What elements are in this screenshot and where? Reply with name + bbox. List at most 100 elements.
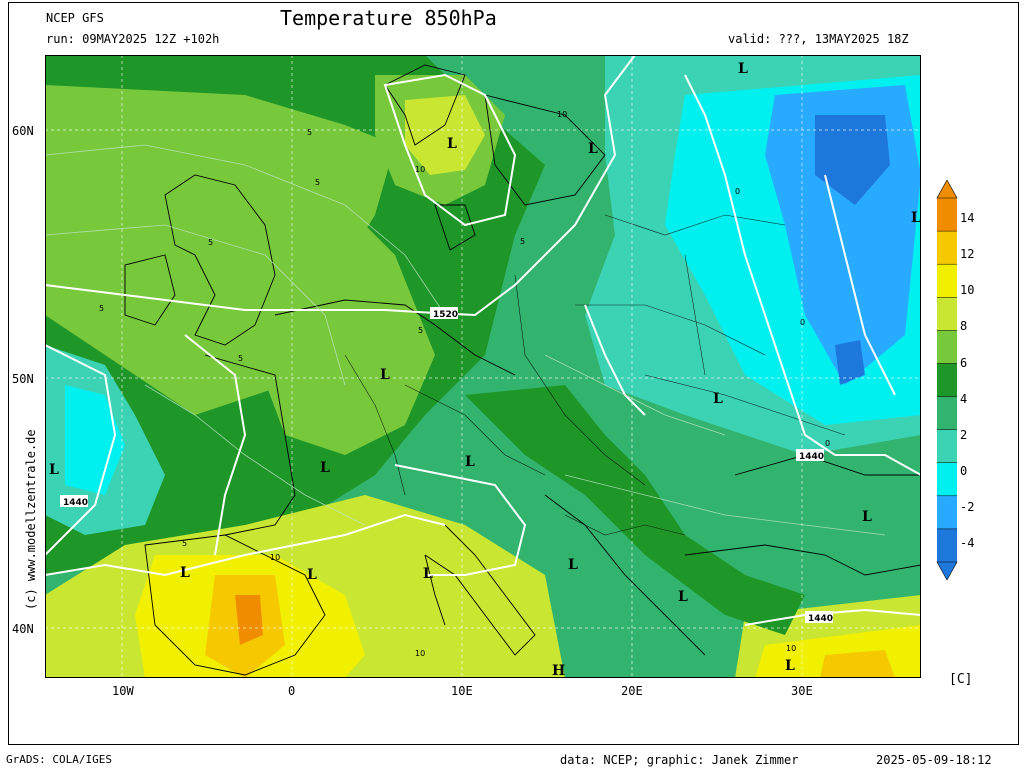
band-4-6-balkans (465, 385, 805, 635)
colorbar-band (937, 363, 957, 398)
colorbar-unit: [C] (949, 672, 973, 687)
colorbar-label: -4 (960, 536, 975, 550)
country-borders (344, 214, 846, 536)
svg-text:5: 5 (238, 354, 243, 363)
svg-text:10: 10 (415, 165, 425, 174)
colorbar-label: 0 (960, 464, 968, 478)
coast-iberia (144, 534, 326, 676)
lon-label: 20E (621, 684, 643, 698)
low-marker: L (49, 462, 59, 478)
colorbar-label: 2 (960, 428, 968, 442)
colorbar-label: 6 (960, 356, 968, 370)
low-marker: L (785, 658, 795, 674)
colorbar-label: 12 (960, 247, 975, 261)
isohypse-south (45, 513, 446, 577)
isohypse-alps (394, 464, 527, 576)
band-minus4-small (835, 340, 865, 385)
low-marker: L (180, 565, 190, 581)
svg-text:10: 10 (557, 110, 567, 119)
isohypse-west-1 (45, 344, 117, 556)
low-marker: L (738, 61, 748, 77)
low-marker: L (568, 557, 578, 573)
low-marker: L (678, 589, 688, 605)
valid-time: valid: ???, 13MAY2025 18Z (728, 32, 909, 46)
svg-text:10: 10 (270, 553, 280, 562)
coast-france-west (204, 354, 296, 536)
svg-text:10: 10 (415, 649, 425, 658)
graticule (45, 55, 921, 678)
coast-norway (384, 64, 466, 146)
isohypse-east-cold (824, 174, 896, 396)
svg-text:0: 0 (735, 187, 740, 196)
grads-credit: GrADS: COLA/IGES (6, 753, 112, 766)
low-marker: L (380, 367, 390, 383)
colorbar-label: 4 (960, 392, 968, 406)
low-marker: L (911, 210, 921, 226)
chart-frame (8, 2, 1019, 745)
coast-denmark (434, 204, 476, 251)
high-marker: H (552, 663, 565, 678)
map-border (45, 55, 921, 678)
isohypse-france (184, 334, 247, 556)
band-12-turkey (820, 650, 895, 678)
colorbar-label: -2 (960, 500, 975, 514)
low-marker: L (862, 509, 872, 525)
coast-britain (164, 174, 276, 346)
geopotential-lines (45, 55, 921, 626)
low-marker: L (320, 460, 330, 476)
lat-label: 60N (12, 124, 34, 138)
svg-text:5: 5 (315, 178, 320, 187)
band-minus4-east (815, 115, 890, 205)
colorbar-band (937, 429, 957, 464)
lon-label: 0 (288, 684, 296, 698)
lon-label: 10W (112, 684, 134, 698)
data-credit: data: NCEP; graphic: Janek Zimmer (560, 753, 799, 767)
coast-black-sea-north (734, 454, 921, 476)
band-14-iberia (235, 595, 263, 645)
generated-timestamp: 2025-05-09-18:12 (876, 753, 992, 767)
isotherm-lines (45, 144, 886, 536)
colorbar-band (937, 495, 957, 530)
colorbar-band (937, 264, 957, 298)
low-marker: L (713, 391, 723, 407)
pressure-systems: L L L L L L L L L L L L L L L L H (49, 61, 921, 678)
svg-text:5: 5 (418, 326, 423, 335)
isohypse-north-loop (383, 73, 517, 227)
side-credit: (c) www.modellzentrale.de (24, 429, 38, 610)
colorbar (936, 180, 958, 580)
svg-text:5: 5 (307, 128, 312, 137)
run-info: run: 09MAY2025 12Z +102h (46, 32, 220, 46)
isohypse-1440-south (744, 608, 921, 626)
low-marker: L (465, 454, 475, 470)
lon-label: 10E (451, 684, 473, 698)
svg-text:5: 5 (520, 237, 525, 246)
colorbar-band (937, 330, 957, 364)
coast-corsica-sardinia (424, 554, 446, 626)
coast-black-sea-south (684, 544, 921, 576)
isohypse-label: 1440 (799, 452, 824, 462)
low-marker: L (423, 566, 433, 582)
isohypse-poland (584, 304, 646, 416)
low-marker: L (588, 141, 598, 157)
low-marker: L (307, 567, 317, 583)
svg-text:0: 0 (800, 318, 805, 327)
lat-label: 50N (12, 372, 34, 386)
svg-text:0: 0 (825, 439, 830, 448)
coast-adriatic (544, 494, 706, 656)
colorbar-top-arrow (936, 180, 958, 199)
isohypse-labels: 1520 1440 1440 1440 (60, 307, 833, 624)
colorbar-band (937, 462, 957, 497)
svg-text:5: 5 (182, 539, 187, 548)
svg-text:5: 5 (208, 238, 213, 247)
colorbar-bottom-arrow (936, 561, 958, 580)
colorbar-band (937, 231, 957, 265)
coast-north-sea (274, 299, 516, 376)
colorbar-band (937, 297, 957, 331)
isohypse-1440-east (684, 74, 921, 476)
low-marker: L (447, 136, 457, 152)
svg-text:10: 10 (786, 644, 796, 653)
colorbar-label: 8 (960, 319, 968, 333)
colorbar-band (937, 198, 957, 232)
colorbar-label: 14 (960, 211, 975, 225)
band-8-10-north (405, 95, 485, 175)
